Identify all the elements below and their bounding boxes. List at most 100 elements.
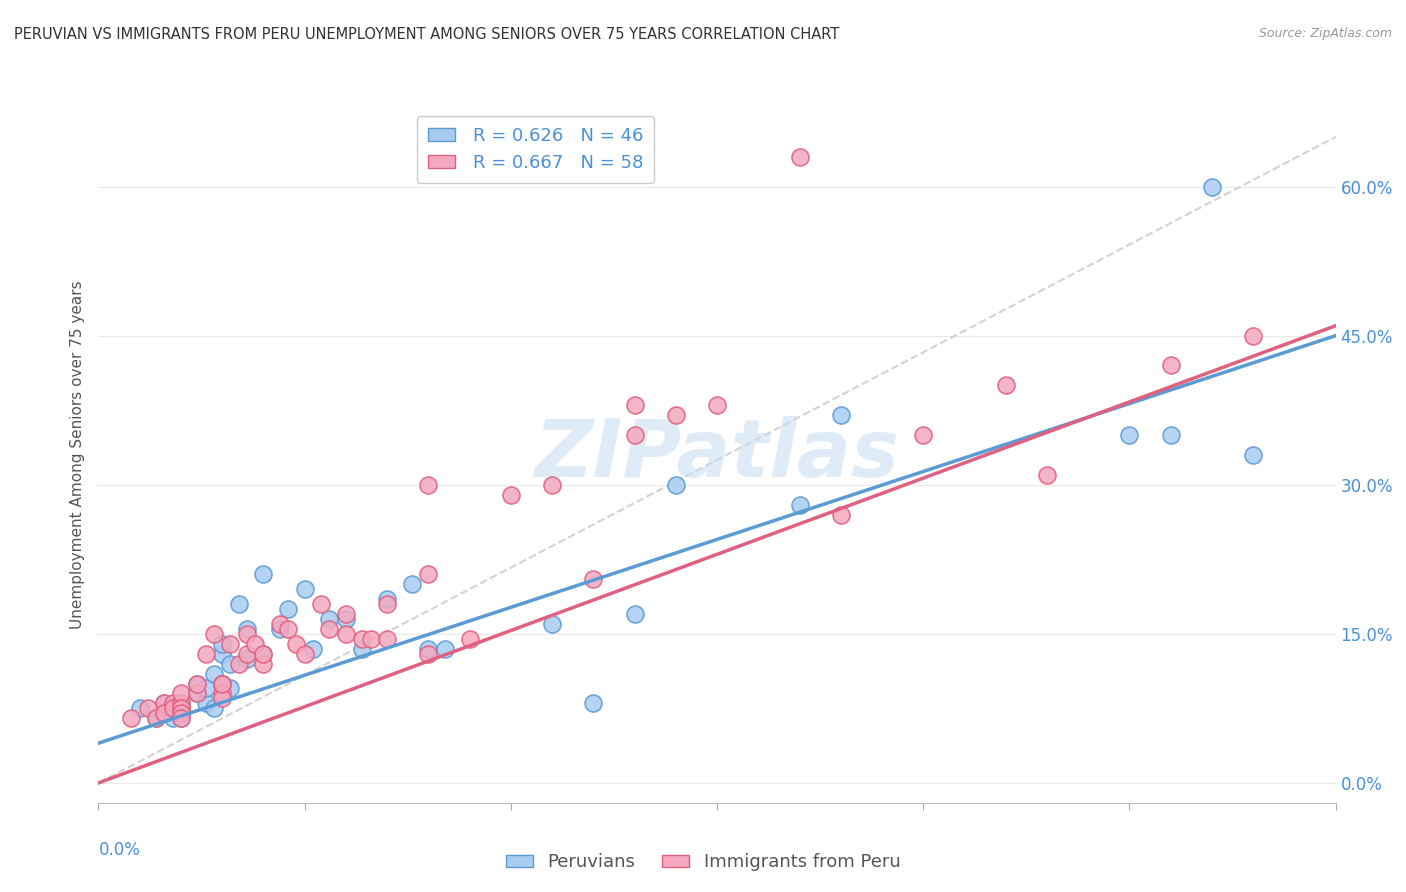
Point [170,706,193,721]
Point [1201,179,1223,194]
Point [294,647,316,661]
Point [418,477,440,491]
Point [541,616,564,631]
Point [665,408,688,422]
Point [252,647,274,661]
Point [789,150,811,164]
Point [170,701,193,715]
Point [236,627,259,641]
Point [401,577,423,591]
Point [302,641,325,656]
Point [236,622,259,636]
Point [170,701,193,715]
Point [194,681,217,696]
Point [153,706,176,721]
Point [219,657,242,671]
Point [136,701,159,715]
Point [170,701,193,715]
Point [335,607,357,621]
Point [418,647,440,661]
Point [170,697,193,711]
Point [1241,448,1264,462]
Point [541,477,564,491]
Point [186,676,208,690]
Point [375,592,398,607]
Point [269,622,291,636]
Point [202,627,225,641]
Point [1160,359,1182,373]
Point [194,697,217,711]
Point [277,622,299,636]
Point [153,706,176,721]
Point [170,711,193,725]
Point [120,711,142,725]
Point [211,691,233,706]
Point [202,666,225,681]
Point [228,597,250,611]
Point [153,697,176,711]
Point [360,632,382,646]
Point [162,711,184,725]
Point [211,686,233,700]
Point [789,498,811,512]
Point [211,647,233,661]
Point [219,681,242,696]
Point [1036,467,1059,482]
Point [352,632,374,646]
Point [665,477,688,491]
Y-axis label: Unemployment Among Seniors over 75 years: Unemployment Among Seniors over 75 years [69,281,84,629]
Point [375,597,398,611]
Legend: R = 0.626   N = 46, R = 0.667   N = 58: R = 0.626 N = 46, R = 0.667 N = 58 [416,116,654,183]
Point [186,686,208,700]
Legend: Peruvians, Immigrants from Peru: Peruvians, Immigrants from Peru [498,847,908,879]
Point [912,428,935,442]
Point [236,647,259,661]
Point [830,508,852,522]
Point [243,637,266,651]
Point [128,701,150,715]
Text: PERUVIAN VS IMMIGRANTS FROM PERU UNEMPLOYMENT AMONG SENIORS OVER 75 YEARS CORREL: PERUVIAN VS IMMIGRANTS FROM PERU UNEMPLO… [14,27,839,42]
Point [252,647,274,661]
Point [623,398,645,412]
Point [830,408,852,422]
Point [269,616,291,631]
Point [375,632,398,646]
Point [170,697,193,711]
Point [318,612,340,626]
Point [162,697,184,711]
Point [458,632,481,646]
Point [623,428,645,442]
Point [1241,328,1264,343]
Point [582,697,605,711]
Point [145,711,167,725]
Point [623,607,645,621]
Point [335,627,357,641]
Point [186,676,208,690]
Point [352,641,374,656]
Point [252,567,274,582]
Point [706,398,728,412]
Point [170,686,193,700]
Point [153,697,176,711]
Point [582,572,605,586]
Text: 0.0%: 0.0% [98,841,141,859]
Point [285,637,308,651]
Point [202,701,225,715]
Point [418,567,440,582]
Point [211,676,233,690]
Point [228,657,250,671]
Point [418,641,440,656]
Point [252,657,274,671]
Point [211,676,233,690]
Point [211,637,233,651]
Point [145,711,167,725]
Point [433,641,456,656]
Point [277,602,299,616]
Point [219,637,242,651]
Point [1160,428,1182,442]
Point [499,488,522,502]
Point [294,582,316,596]
Point [194,647,217,661]
Point [186,686,208,700]
Point [335,612,357,626]
